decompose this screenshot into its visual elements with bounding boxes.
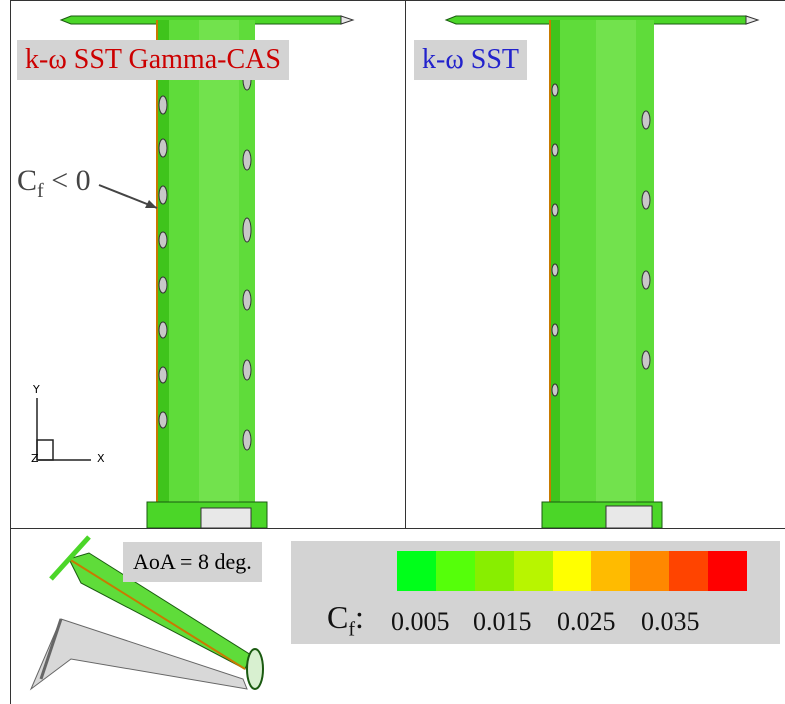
right-wing-render (444, 15, 760, 528)
axis-z-label: Z (31, 452, 39, 465)
colorbar-swatch (397, 551, 436, 591)
wing-body (549, 20, 654, 510)
left-model-label-text: k-ω SST Gamma-CAS (25, 44, 281, 75)
cf-negative-annotation: Cf < 0 (17, 164, 91, 203)
green-wing-leading-edge (68, 558, 246, 670)
colorbar (397, 551, 748, 591)
hub (541, 501, 663, 528)
colorbar-tick-label: 0.035 (641, 607, 700, 636)
colorbar-swatch (591, 551, 631, 591)
legend-colon: : (355, 599, 364, 635)
colorbar-swatch (708, 551, 748, 591)
colorbar-swatch (552, 551, 592, 591)
colorbar-legend: Cf: 0.005 0.015 0.025 0.035 (291, 541, 780, 644)
colorbar-tick-label: 0.015 (473, 607, 532, 636)
legend-cf-subscript: f (348, 618, 356, 641)
colorbar-tick-label: 0.025 (557, 607, 616, 636)
left-panel: k-ω SST Gamma-CAS Cf < 0 Y X Z (11, 0, 405, 528)
axes-triad (36, 398, 91, 461)
legend-symbol: Cf: (327, 599, 364, 641)
ghost-strut (39, 618, 63, 680)
green-strut (49, 535, 91, 581)
left-model-label: k-ω SST Gamma-CAS (17, 40, 289, 80)
cf-relation: < 0 (43, 164, 91, 197)
isometric-view (11, 529, 281, 704)
isometric-render (29, 535, 264, 691)
panel-divider-vertical (405, 0, 406, 528)
panel-divider-horizontal (10, 528, 785, 529)
colorbar-swatch (474, 551, 514, 591)
axis-x-label: X (97, 452, 105, 465)
cf-subscript: f (37, 180, 44, 202)
right-model-label-text: k-ω SST (422, 44, 520, 75)
colorbar-swatch (630, 551, 670, 591)
ghost-wing (29, 618, 248, 691)
cf-arrowhead (145, 200, 157, 208)
axis-y-label: Y (33, 383, 40, 396)
left-wing-render (36, 15, 355, 528)
colorbar-swatch (669, 551, 709, 591)
colorbar-tick-label: 0.005 (391, 607, 450, 636)
top-border (10, 0, 785, 1)
wing-body (156, 20, 255, 510)
right-panel: k-ω SST (406, 0, 785, 528)
figure-frame (10, 0, 785, 704)
legend-cf-symbol: C (327, 599, 349, 635)
colorbar-swatch (435, 551, 475, 591)
cf-symbol: C (17, 164, 38, 197)
hub (146, 501, 268, 528)
colorbar-swatch (513, 551, 553, 591)
green-hub (246, 648, 264, 690)
aoa-label: AoA = 8 deg. (123, 542, 262, 582)
right-model-label: k-ω SST (414, 40, 528, 80)
